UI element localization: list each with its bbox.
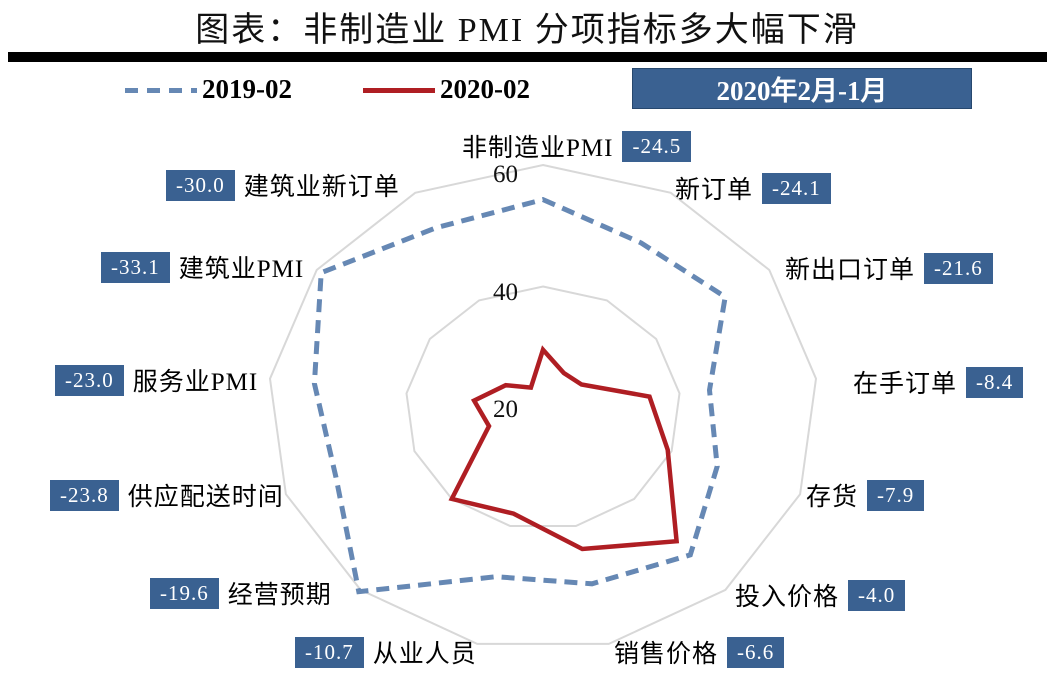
chart-title: 图表：非制造业 PMI 分项指标多大幅下滑 — [195, 12, 859, 49]
axis-label: 供应配送时间 — [127, 484, 284, 511]
axis-label-row: -30.0 建筑业新订单 — [166, 167, 400, 203]
change-badge: -19.6 — [150, 577, 219, 609]
change-badge: -7.9 — [867, 479, 925, 511]
axis-label: 从业人员 — [372, 641, 477, 668]
axis-label: 新订单 — [675, 177, 754, 204]
legend-solid-line-swatch — [363, 88, 435, 93]
axis-label: 投入价格 — [735, 584, 840, 611]
axis-label-row: 非制造业PMI -24.5 — [462, 128, 692, 164]
axis-label-row: -23.8 供应配送时间 — [50, 477, 284, 513]
radial-tick-label-20: 20 — [493, 396, 518, 423]
legend-label-2019: 2019-02 — [202, 74, 292, 104]
axis-label: 销售价格 — [614, 641, 719, 668]
change-badge: -30.0 — [166, 169, 235, 201]
axis-label-row: -19.6 经营预期 — [150, 575, 332, 611]
period-change-box: 2020年2月-1月 — [632, 68, 972, 109]
axis-label: 新出口订单 — [785, 257, 916, 284]
axis-label-row: 存货 -7.9 — [806, 477, 925, 513]
axis-label: 存货 — [806, 484, 859, 511]
series-2019-02-line — [311, 196, 728, 595]
change-badge: -8.4 — [966, 366, 1024, 398]
axis-label: 经营预期 — [227, 582, 332, 609]
change-badge: -23.0 — [55, 364, 124, 396]
legend-label-2020: 2020-02 — [440, 74, 530, 104]
axis-label-row: 新订单 -24.1 — [675, 170, 831, 206]
axis-label-row: 销售价格 -6.6 — [614, 634, 785, 670]
radial-tick-label-40: 40 — [493, 279, 518, 306]
axis-label-row: 新出口订单 -21.6 — [785, 250, 993, 286]
change-badge: -4.0 — [848, 579, 906, 611]
axis-label: 非制造业PMI — [462, 135, 614, 162]
axis-label: 建筑业PMI — [178, 256, 305, 283]
axis-label: 建筑业新订单 — [243, 174, 400, 201]
change-badge: -23.8 — [50, 479, 119, 511]
change-badge: -10.7 — [295, 636, 364, 668]
grid-ring-60 — [268, 163, 818, 645]
change-badge: -33.1 — [101, 251, 170, 283]
radial-tick-label-60: 60 — [493, 161, 518, 188]
axis-label-row: -33.1 建筑业PMI — [101, 249, 304, 285]
change-badge: -24.1 — [762, 172, 831, 204]
axis-label-row: -23.0 服务业PMI — [55, 362, 258, 398]
change-badge: -6.6 — [727, 636, 785, 668]
grid-ring-40 — [405, 285, 681, 527]
axis-label-row: -10.7 从业人员 — [295, 634, 477, 670]
change-badge: -21.6 — [924, 252, 993, 284]
series-2020-02-line — [448, 345, 680, 552]
axis-label: 在手订单 — [853, 371, 958, 398]
legend-dashed-line-swatch — [125, 88, 197, 93]
axis-label-row: 在手订单 -8.4 — [853, 364, 1024, 400]
title-divider — [8, 52, 1047, 62]
axis-label: 服务业PMI — [132, 369, 259, 396]
axis-label-row: 投入价格 -4.0 — [735, 577, 906, 613]
change-badge: -24.5 — [622, 130, 692, 162]
